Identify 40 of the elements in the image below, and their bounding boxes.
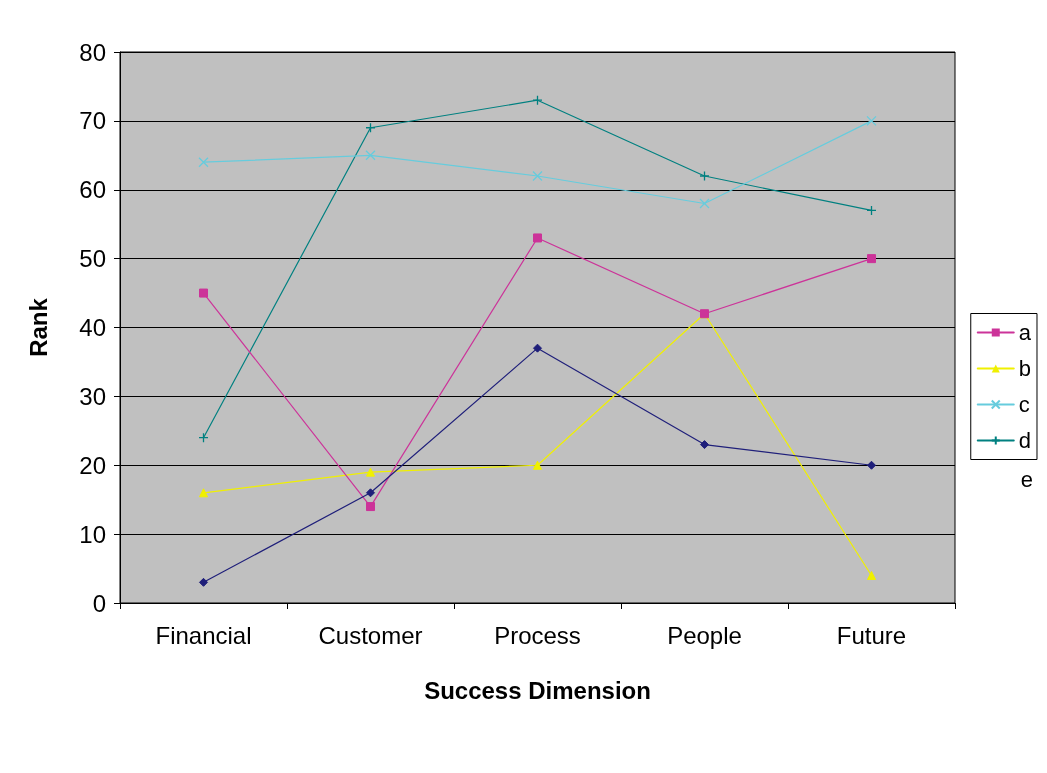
legend-label: d — [1018, 428, 1032, 453]
y-tick-label: 20 — [79, 451, 106, 479]
point — [867, 570, 876, 580]
point — [199, 288, 208, 298]
x-tick-label: Future — [836, 621, 907, 649]
y-tick-label: 60 — [79, 176, 106, 204]
point — [533, 460, 542, 470]
point — [866, 115, 877, 127]
point — [867, 460, 876, 470]
point — [532, 170, 543, 182]
point — [366, 488, 375, 498]
legend-label: c — [1018, 392, 1030, 417]
y-tick-label: 70 — [79, 107, 106, 135]
point — [867, 254, 876, 264]
point — [533, 343, 542, 353]
text: e — [1020, 466, 1034, 492]
point — [198, 157, 209, 168]
y-tick-label: 10 — [79, 520, 106, 548]
point — [699, 198, 710, 209]
point — [366, 467, 375, 477]
point — [365, 150, 376, 161]
point — [700, 440, 709, 450]
y-tick-label: 0 — [92, 589, 106, 617]
y-tick-label: 30 — [79, 382, 106, 410]
y-axis-title: Rank — [24, 297, 52, 357]
y-tick-label: 50 — [79, 245, 106, 273]
point — [366, 502, 375, 512]
x-tick-label: Financial — [155, 621, 252, 649]
x-tick-label: Process — [494, 621, 581, 649]
y-tick-label: 80 — [79, 38, 106, 66]
legend-label: a — [1018, 320, 1032, 345]
point — [533, 233, 542, 243]
x-tick-label: Customer — [318, 621, 423, 649]
x-tick-label: People — [667, 621, 742, 649]
y-tick-label: 40 — [79, 314, 106, 341]
point — [199, 577, 208, 587]
point — [699, 170, 710, 182]
x-axis-title: Success Dimension — [424, 676, 651, 704]
point — [199, 488, 208, 498]
legend-label: b — [1018, 356, 1032, 381]
